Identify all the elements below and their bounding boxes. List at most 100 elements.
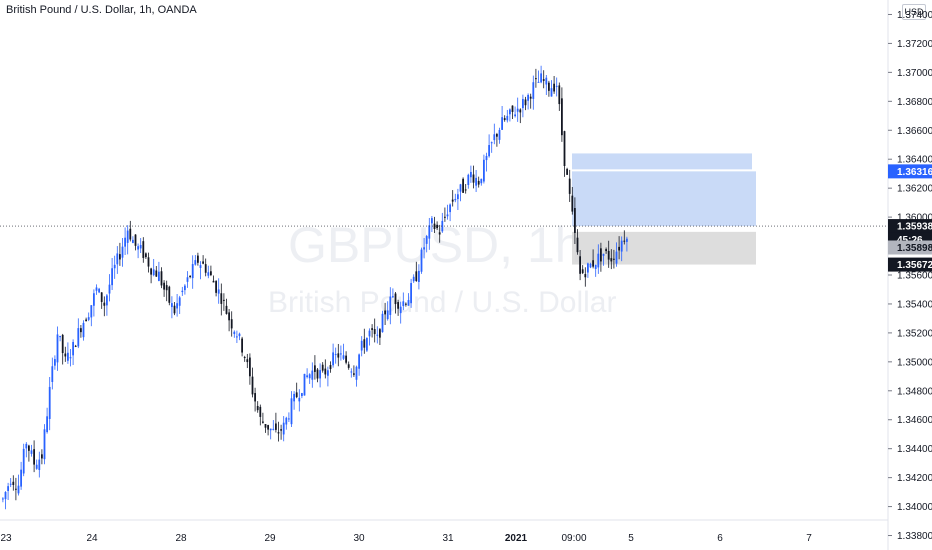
candle-body bbox=[171, 303, 173, 308]
candle-body bbox=[542, 79, 545, 81]
candle-body bbox=[197, 255, 199, 263]
candle-body bbox=[262, 421, 264, 423]
candle-body bbox=[67, 352, 69, 361]
candle-body bbox=[9, 483, 12, 485]
candle-body bbox=[121, 246, 124, 258]
candle-body bbox=[194, 260, 197, 265]
candle-body bbox=[298, 397, 301, 402]
candle-body bbox=[579, 256, 581, 274]
candle-body bbox=[295, 392, 298, 398]
candle-body bbox=[106, 295, 108, 306]
candle-body bbox=[457, 194, 459, 200]
candle-body bbox=[103, 302, 106, 306]
candle-body bbox=[285, 417, 288, 425]
candle-body bbox=[509, 109, 511, 115]
candle-body bbox=[379, 329, 381, 338]
candle-body bbox=[545, 77, 548, 85]
candle-body bbox=[535, 78, 537, 80]
y-tick-label: 1.35600 bbox=[897, 271, 932, 282]
candle-body bbox=[618, 246, 620, 251]
candle-body bbox=[561, 98, 563, 136]
candle-body bbox=[48, 386, 51, 419]
candle-body bbox=[207, 272, 210, 276]
candle-body bbox=[522, 99, 524, 109]
stop-zone[interactable] bbox=[572, 231, 756, 265]
candle-body bbox=[251, 376, 254, 395]
candle-body bbox=[613, 258, 615, 260]
candle-body bbox=[54, 359, 56, 366]
candle-body bbox=[363, 339, 366, 348]
candle-body bbox=[576, 237, 579, 253]
candle-body bbox=[220, 293, 223, 304]
candle-body bbox=[181, 290, 184, 293]
x-tick-label: 2021 bbox=[505, 533, 528, 544]
target-zone[interactable] bbox=[572, 171, 756, 227]
candle-body bbox=[303, 373, 306, 396]
candle-body bbox=[314, 365, 316, 372]
candle-body bbox=[566, 168, 568, 175]
candle-body bbox=[59, 335, 61, 338]
y-tick-label: 1.35000 bbox=[897, 357, 932, 368]
x-tick-label: 29 bbox=[264, 533, 276, 544]
candle-body bbox=[225, 305, 228, 314]
candle-body bbox=[477, 180, 480, 185]
price-axis[interactable]: 1.33800 1.34000 1.34200 1.34400 1.34600 1.348… bbox=[888, 10, 932, 542]
target-zone-upper[interactable] bbox=[572, 153, 752, 170]
candle-body bbox=[602, 253, 605, 256]
candle-body bbox=[529, 96, 532, 99]
x-tick-label: 28 bbox=[175, 533, 187, 544]
candle-body bbox=[163, 282, 165, 290]
candle-body bbox=[407, 300, 410, 306]
y-tick-label: 1.36400 bbox=[897, 155, 932, 166]
candle-body bbox=[28, 445, 30, 451]
candle-body bbox=[4, 492, 7, 500]
candle-body bbox=[412, 276, 415, 282]
candle-body bbox=[236, 336, 238, 338]
candle-body bbox=[501, 117, 503, 130]
candle-body bbox=[524, 99, 527, 106]
price-tag-label: 1.36316 bbox=[897, 167, 932, 178]
candle-body bbox=[384, 310, 386, 315]
candle-body bbox=[272, 428, 275, 430]
candle-body bbox=[386, 310, 389, 320]
candle-body bbox=[540, 73, 542, 83]
candle-body bbox=[423, 247, 425, 250]
candle-body bbox=[571, 195, 574, 212]
candle-body bbox=[353, 373, 355, 375]
candle-body bbox=[7, 486, 9, 491]
candle-body bbox=[191, 264, 194, 279]
candle-body bbox=[256, 405, 259, 411]
candle-body bbox=[132, 239, 134, 243]
candle-body bbox=[581, 269, 584, 274]
candle-body bbox=[626, 238, 628, 242]
candle-body bbox=[43, 429, 46, 460]
candle-body bbox=[514, 114, 516, 117]
candle-body bbox=[316, 369, 319, 379]
candle-body bbox=[324, 368, 327, 375]
candle-body bbox=[506, 115, 509, 121]
candle-body bbox=[22, 448, 25, 474]
candle-body bbox=[82, 322, 85, 338]
candle-body bbox=[441, 220, 444, 232]
candle-body bbox=[373, 329, 376, 335]
candle-body bbox=[15, 488, 17, 490]
candle-body bbox=[527, 94, 529, 101]
candle-body bbox=[95, 287, 98, 291]
candle-body bbox=[368, 330, 371, 337]
chart-title: British Pound / U.S. Dollar, 1h, OANDA bbox=[6, 4, 197, 16]
candle-body bbox=[459, 184, 462, 192]
candle-body bbox=[511, 105, 514, 112]
y-tick-label: 1.34600 bbox=[897, 415, 932, 426]
candle-body bbox=[277, 432, 280, 434]
candle-body bbox=[280, 429, 282, 431]
candle-body bbox=[402, 301, 405, 307]
candle-body bbox=[431, 218, 433, 224]
y-tick-label: 1.34000 bbox=[897, 502, 932, 513]
candle-body bbox=[202, 261, 204, 264]
time-axis[interactable]: 23 24 28 29 30 31 2021 09:00 5 6 7 bbox=[0, 533, 812, 544]
candle-body bbox=[308, 374, 311, 379]
y-tick-label: 1.37000 bbox=[897, 68, 932, 79]
currency-button[interactable]: USD bbox=[902, 4, 926, 20]
candle-body bbox=[342, 355, 345, 359]
